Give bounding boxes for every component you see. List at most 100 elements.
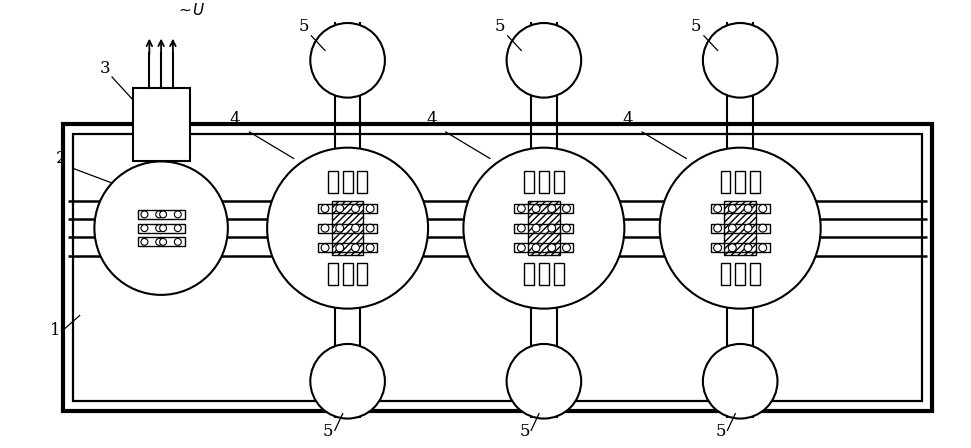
Text: $\sim\!U$: $\sim\!U$: [176, 2, 205, 18]
Text: 5: 5: [519, 423, 530, 440]
Circle shape: [703, 344, 778, 418]
Text: 5: 5: [495, 18, 505, 35]
Circle shape: [311, 344, 385, 418]
Circle shape: [175, 211, 182, 218]
Text: 5: 5: [716, 423, 726, 440]
Circle shape: [352, 224, 359, 232]
Bar: [711, 224, 770, 233]
Circle shape: [155, 238, 162, 246]
Bar: [63, 124, 931, 411]
Circle shape: [267, 148, 428, 309]
Bar: [524, 171, 534, 193]
Bar: [515, 243, 573, 252]
Bar: [357, 263, 367, 285]
Circle shape: [744, 205, 752, 212]
Text: 4: 4: [622, 111, 633, 128]
Circle shape: [321, 224, 329, 232]
Bar: [524, 263, 534, 285]
Text: 5: 5: [323, 423, 334, 440]
Bar: [318, 224, 377, 233]
Bar: [750, 263, 760, 285]
Circle shape: [744, 244, 752, 252]
Bar: [528, 201, 559, 255]
Circle shape: [352, 244, 359, 252]
Circle shape: [311, 23, 385, 98]
Bar: [724, 201, 755, 255]
Circle shape: [562, 244, 570, 252]
Bar: [720, 171, 730, 193]
Circle shape: [175, 225, 182, 232]
Circle shape: [321, 205, 329, 212]
Circle shape: [518, 224, 525, 232]
Text: 3: 3: [99, 60, 110, 77]
Circle shape: [175, 238, 182, 246]
Circle shape: [159, 211, 166, 218]
Circle shape: [532, 205, 540, 212]
Circle shape: [532, 224, 540, 232]
Bar: [515, 224, 573, 233]
Bar: [515, 204, 573, 213]
Circle shape: [141, 211, 148, 218]
Circle shape: [714, 244, 721, 252]
Bar: [539, 171, 549, 193]
Bar: [328, 171, 338, 193]
Circle shape: [94, 161, 228, 295]
Circle shape: [548, 224, 555, 232]
Text: 5: 5: [691, 18, 702, 35]
Circle shape: [532, 244, 540, 252]
Circle shape: [155, 225, 162, 232]
Bar: [553, 263, 563, 285]
Circle shape: [366, 244, 374, 252]
Circle shape: [366, 224, 374, 232]
Bar: [328, 263, 338, 285]
Circle shape: [759, 244, 767, 252]
Circle shape: [548, 244, 555, 252]
Circle shape: [518, 244, 525, 252]
Bar: [332, 201, 363, 255]
Bar: [720, 263, 730, 285]
Circle shape: [159, 225, 166, 232]
Bar: [711, 204, 770, 213]
Bar: [138, 210, 184, 219]
Circle shape: [703, 23, 778, 98]
Bar: [750, 171, 760, 193]
Circle shape: [759, 224, 767, 232]
Circle shape: [159, 238, 166, 246]
Bar: [73, 134, 921, 401]
Circle shape: [507, 344, 582, 418]
Circle shape: [728, 205, 736, 212]
Circle shape: [562, 224, 570, 232]
Circle shape: [352, 205, 359, 212]
Bar: [735, 263, 745, 285]
Circle shape: [155, 211, 162, 218]
Circle shape: [714, 205, 721, 212]
Bar: [357, 171, 367, 193]
Circle shape: [548, 205, 555, 212]
Bar: [138, 237, 184, 246]
Bar: [138, 224, 184, 233]
Bar: [553, 171, 563, 193]
Bar: [539, 263, 549, 285]
Circle shape: [366, 205, 374, 212]
Bar: [711, 243, 770, 252]
Circle shape: [336, 244, 344, 252]
Circle shape: [321, 244, 329, 252]
Text: 4: 4: [230, 111, 241, 128]
Circle shape: [336, 224, 344, 232]
Circle shape: [562, 205, 570, 212]
Bar: [133, 88, 189, 161]
Circle shape: [463, 148, 624, 309]
Circle shape: [728, 244, 736, 252]
Text: 4: 4: [426, 111, 437, 128]
Circle shape: [141, 238, 148, 246]
Bar: [318, 243, 377, 252]
Circle shape: [336, 205, 344, 212]
Circle shape: [728, 224, 736, 232]
Circle shape: [714, 224, 721, 232]
Bar: [318, 204, 377, 213]
Circle shape: [659, 148, 820, 309]
Text: 1: 1: [50, 322, 61, 339]
Bar: [343, 263, 352, 285]
Circle shape: [759, 205, 767, 212]
Circle shape: [744, 224, 752, 232]
